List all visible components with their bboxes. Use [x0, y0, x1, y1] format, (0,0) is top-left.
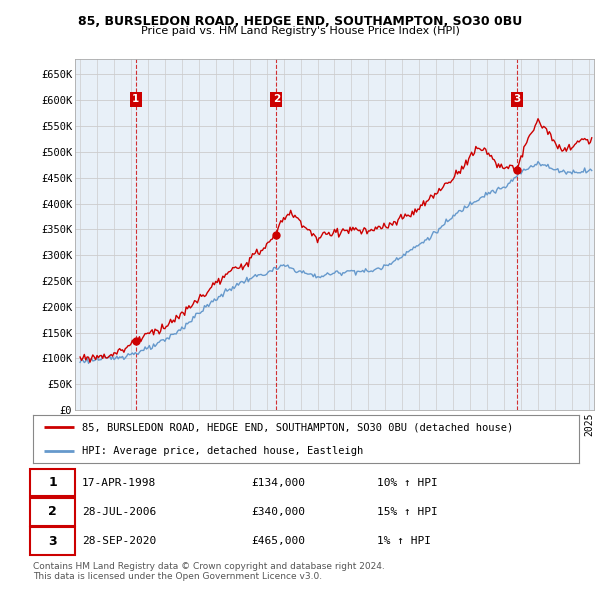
Text: £340,000: £340,000	[251, 507, 305, 517]
Text: 15% ↑ HPI: 15% ↑ HPI	[377, 507, 438, 517]
Text: HPI: Average price, detached house, Eastleigh: HPI: Average price, detached house, East…	[82, 445, 364, 455]
Text: 1: 1	[132, 94, 140, 104]
Text: 1: 1	[48, 476, 57, 489]
Text: 1% ↑ HPI: 1% ↑ HPI	[377, 536, 431, 546]
Text: 85, BURSLEDON ROAD, HEDGE END, SOUTHAMPTON, SO30 0BU: 85, BURSLEDON ROAD, HEDGE END, SOUTHAMPT…	[78, 15, 522, 28]
Text: 3: 3	[513, 94, 520, 104]
Text: 17-APR-1998: 17-APR-1998	[82, 477, 157, 487]
Text: 85, BURSLEDON ROAD, HEDGE END, SOUTHAMPTON, SO30 0BU (detached house): 85, BURSLEDON ROAD, HEDGE END, SOUTHAMPT…	[82, 422, 514, 432]
Text: 28-SEP-2020: 28-SEP-2020	[82, 536, 157, 546]
Text: 28-JUL-2006: 28-JUL-2006	[82, 507, 157, 517]
Text: £465,000: £465,000	[251, 536, 305, 546]
Text: Price paid vs. HM Land Registry's House Price Index (HPI): Price paid vs. HM Land Registry's House …	[140, 26, 460, 36]
Text: 10% ↑ HPI: 10% ↑ HPI	[377, 477, 438, 487]
Text: 3: 3	[49, 535, 57, 548]
Text: Contains HM Land Registry data © Crown copyright and database right 2024.: Contains HM Land Registry data © Crown c…	[33, 562, 385, 571]
FancyBboxPatch shape	[30, 498, 75, 526]
Text: This data is licensed under the Open Government Licence v3.0.: This data is licensed under the Open Gov…	[33, 572, 322, 581]
Text: 2: 2	[272, 94, 280, 104]
Text: 2: 2	[48, 505, 57, 519]
Text: £134,000: £134,000	[251, 477, 305, 487]
FancyBboxPatch shape	[30, 527, 75, 555]
FancyBboxPatch shape	[30, 469, 75, 496]
